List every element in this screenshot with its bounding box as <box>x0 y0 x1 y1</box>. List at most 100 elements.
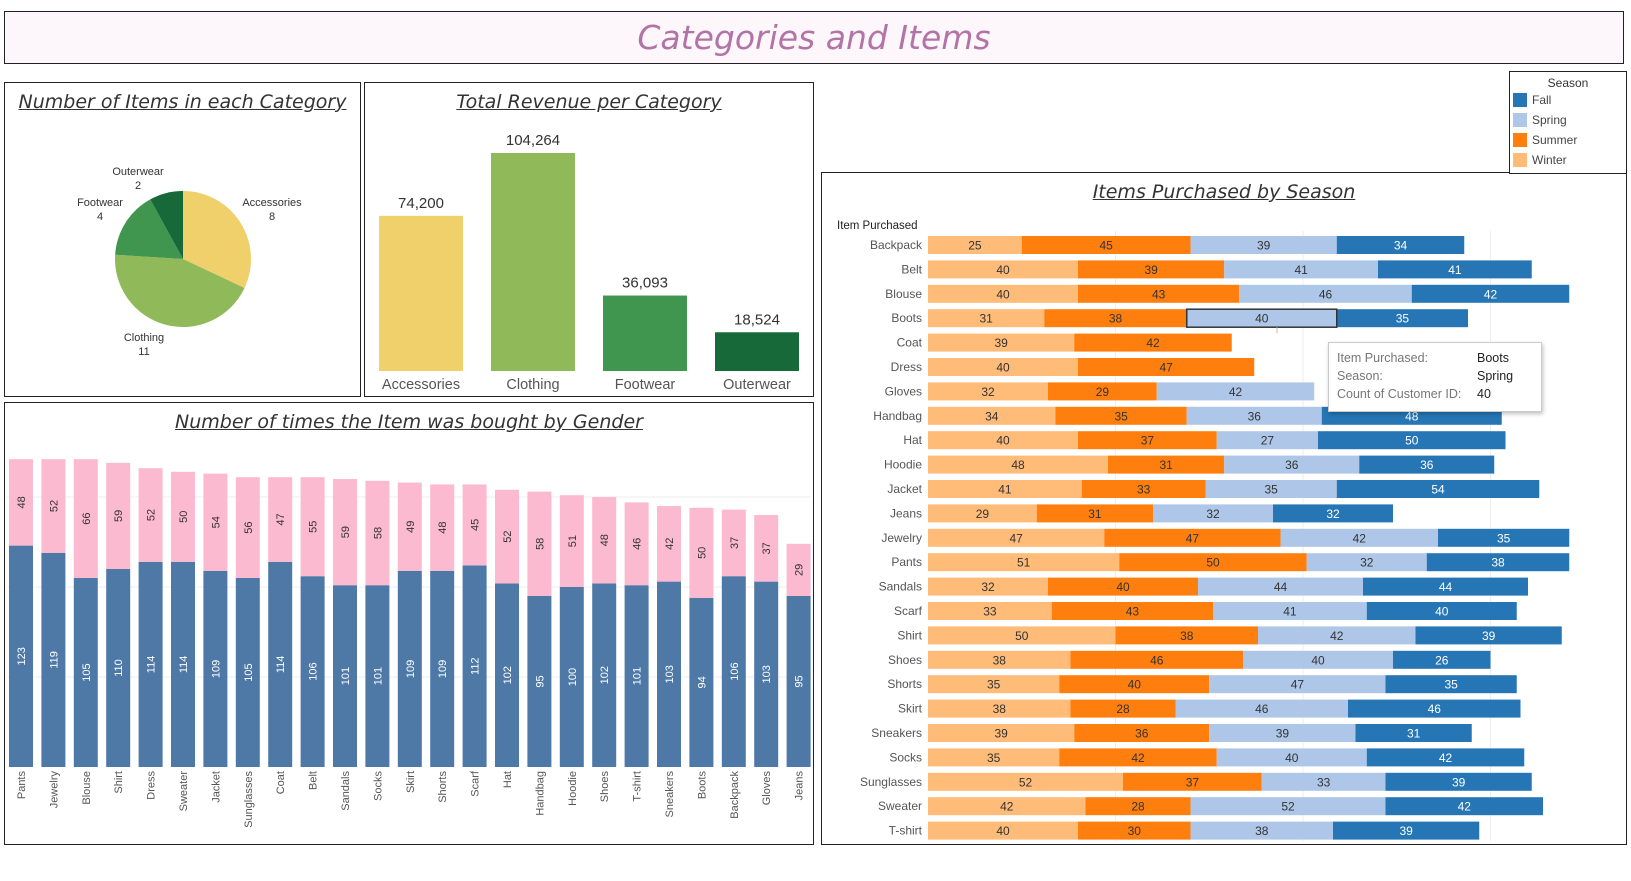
season-value-label: 40 <box>996 361 1010 375</box>
season-value-label: 37 <box>1141 434 1155 448</box>
season-value-label: 35 <box>1396 312 1410 326</box>
gender-value-label: 109 <box>437 660 449 678</box>
gender-bar-segment <box>9 459 33 546</box>
season-bar-segment <box>1021 236 1191 254</box>
season-category-label: Jewelry <box>881 531 922 545</box>
legend-swatch <box>1513 153 1527 167</box>
season-bar-segment <box>1070 699 1176 718</box>
pie-value-label: 8 <box>269 211 275 223</box>
gender-category-label: Sunglasses <box>243 771 255 828</box>
season-bar-segment <box>928 284 1078 303</box>
season-value-label: 46 <box>1428 702 1442 716</box>
gender-value-label: 100 <box>567 668 579 686</box>
season-bar-segment <box>1224 260 1378 279</box>
gender-value-label: 54 <box>210 516 222 528</box>
gender-value-label: 52 <box>146 509 158 521</box>
gender-value-label: 105 <box>81 663 93 681</box>
season-bar-segment <box>1081 480 1206 498</box>
season-bar-segment <box>928 333 1075 352</box>
season-value-label: 32 <box>981 385 995 399</box>
gender-value-label: 55 <box>308 521 320 533</box>
season-category-label: Shirt <box>897 628 922 642</box>
season-bar-segment <box>928 626 1116 645</box>
pie-chart-title: Number of Items in each Category <box>18 91 347 113</box>
season-value-label: 42 <box>1484 287 1498 301</box>
season-value-label: 38 <box>993 702 1007 716</box>
season-bar-segment <box>1048 577 1198 596</box>
pie-slice-footwear <box>115 199 183 259</box>
season-value-label: 42 <box>1000 800 1014 814</box>
season-value-label: 33 <box>1137 483 1151 497</box>
gender-category-label: Hoodie <box>567 771 579 806</box>
season-category-label: Pants <box>891 555 922 569</box>
season-bar-segment <box>1078 358 1255 376</box>
season-bar-segment <box>1426 553 1570 572</box>
season-value-label: 36 <box>1420 458 1434 472</box>
revenue-bar <box>715 332 799 371</box>
gender-bar-segment <box>268 561 293 767</box>
season-bar-segment <box>928 406 1056 425</box>
gender-value-label: 47 <box>275 513 287 525</box>
season-bar-segment <box>1119 553 1307 572</box>
season-value-label: 42 <box>1229 385 1243 399</box>
gender-bar-segment <box>786 543 811 596</box>
season-bar-segment <box>928 480 1082 498</box>
gender-bar-segment <box>268 477 293 562</box>
season-bar-segment <box>1074 333 1232 352</box>
season-legend: Season Fall Spring Summer Winter <box>1509 71 1627 174</box>
gender-category-label: Belt <box>308 771 320 790</box>
revenue-value-label: 74,200 <box>398 195 444 212</box>
pie-chart: Accessories 8 Clothing 11 Footwear 4 Outerwear… <box>77 166 302 358</box>
season-bar-segment <box>1243 650 1393 669</box>
selected-mark-outline <box>1186 308 1338 328</box>
season-value-label: 32 <box>1326 507 1340 521</box>
season-bar-segment <box>1336 480 1540 498</box>
season-value-label: 33 <box>983 605 997 619</box>
season-category-label: Handbag <box>873 409 922 423</box>
season-category-label: Dress <box>891 360 922 374</box>
gender-value-label: 48 <box>16 496 28 508</box>
gender-value-label: 110 <box>113 659 125 677</box>
season-bar-segment <box>1048 382 1157 401</box>
season-value-label: 51 <box>1017 556 1031 570</box>
gender-bar-segment <box>592 497 617 584</box>
gender-value-label: 52 <box>502 530 514 542</box>
gender-chart-title: Number of times the Item was bought by G… <box>175 411 643 433</box>
gender-bar-segment <box>462 565 487 767</box>
gender-value-label: 37 <box>729 537 741 549</box>
revenue-bar <box>379 215 463 371</box>
season-bar-segment <box>1059 748 1217 767</box>
season-value-label: 34 <box>985 409 999 423</box>
legend-label: Spring <box>1532 113 1567 127</box>
season-value-label: 32 <box>1206 507 1220 521</box>
season-value-label: 36 <box>1135 727 1149 741</box>
season-bar-segment <box>1186 406 1322 425</box>
season-bar-segment <box>1393 650 1491 669</box>
season-value-label: 38 <box>1491 556 1505 570</box>
gender-value-label: 112 <box>470 657 482 675</box>
season-value-label: 40 <box>1435 605 1449 619</box>
gender-bar-segment <box>559 495 584 587</box>
gender-chart: 123 48 Pants 119 52 Jewelry 105 66 Blouse 110 59 Sh… <box>7 459 811 828</box>
season-value-label: 32 <box>981 580 995 594</box>
gender-bar-segment <box>657 581 681 767</box>
season-category-label: Socks <box>889 750 922 764</box>
pie-label: Outerwear <box>112 166 164 178</box>
season-bar-segment <box>1070 650 1243 669</box>
season-value-label: 26 <box>1435 653 1449 667</box>
season-bar-segment <box>1108 455 1225 474</box>
season-bar-segment <box>1273 504 1393 523</box>
gender-bar-segment <box>235 578 260 767</box>
gender-value-label: 94 <box>696 676 708 688</box>
season-value-label: 25 <box>968 239 982 253</box>
season-value-label: 48 <box>1011 458 1025 472</box>
legend-title: Season <box>1547 76 1589 90</box>
gender-value-label: 56 <box>243 521 255 533</box>
gender-bar-segment <box>527 491 552 596</box>
season-value-label: 41 <box>998 483 1012 497</box>
season-category-label: Hoodie <box>884 458 922 472</box>
tooltip-key: Count of Customer ID: <box>1337 387 1462 401</box>
revenue-category-label: Clothing <box>506 377 559 393</box>
season-bar-segment <box>1175 699 1348 718</box>
season-bar-segment <box>1104 528 1281 547</box>
